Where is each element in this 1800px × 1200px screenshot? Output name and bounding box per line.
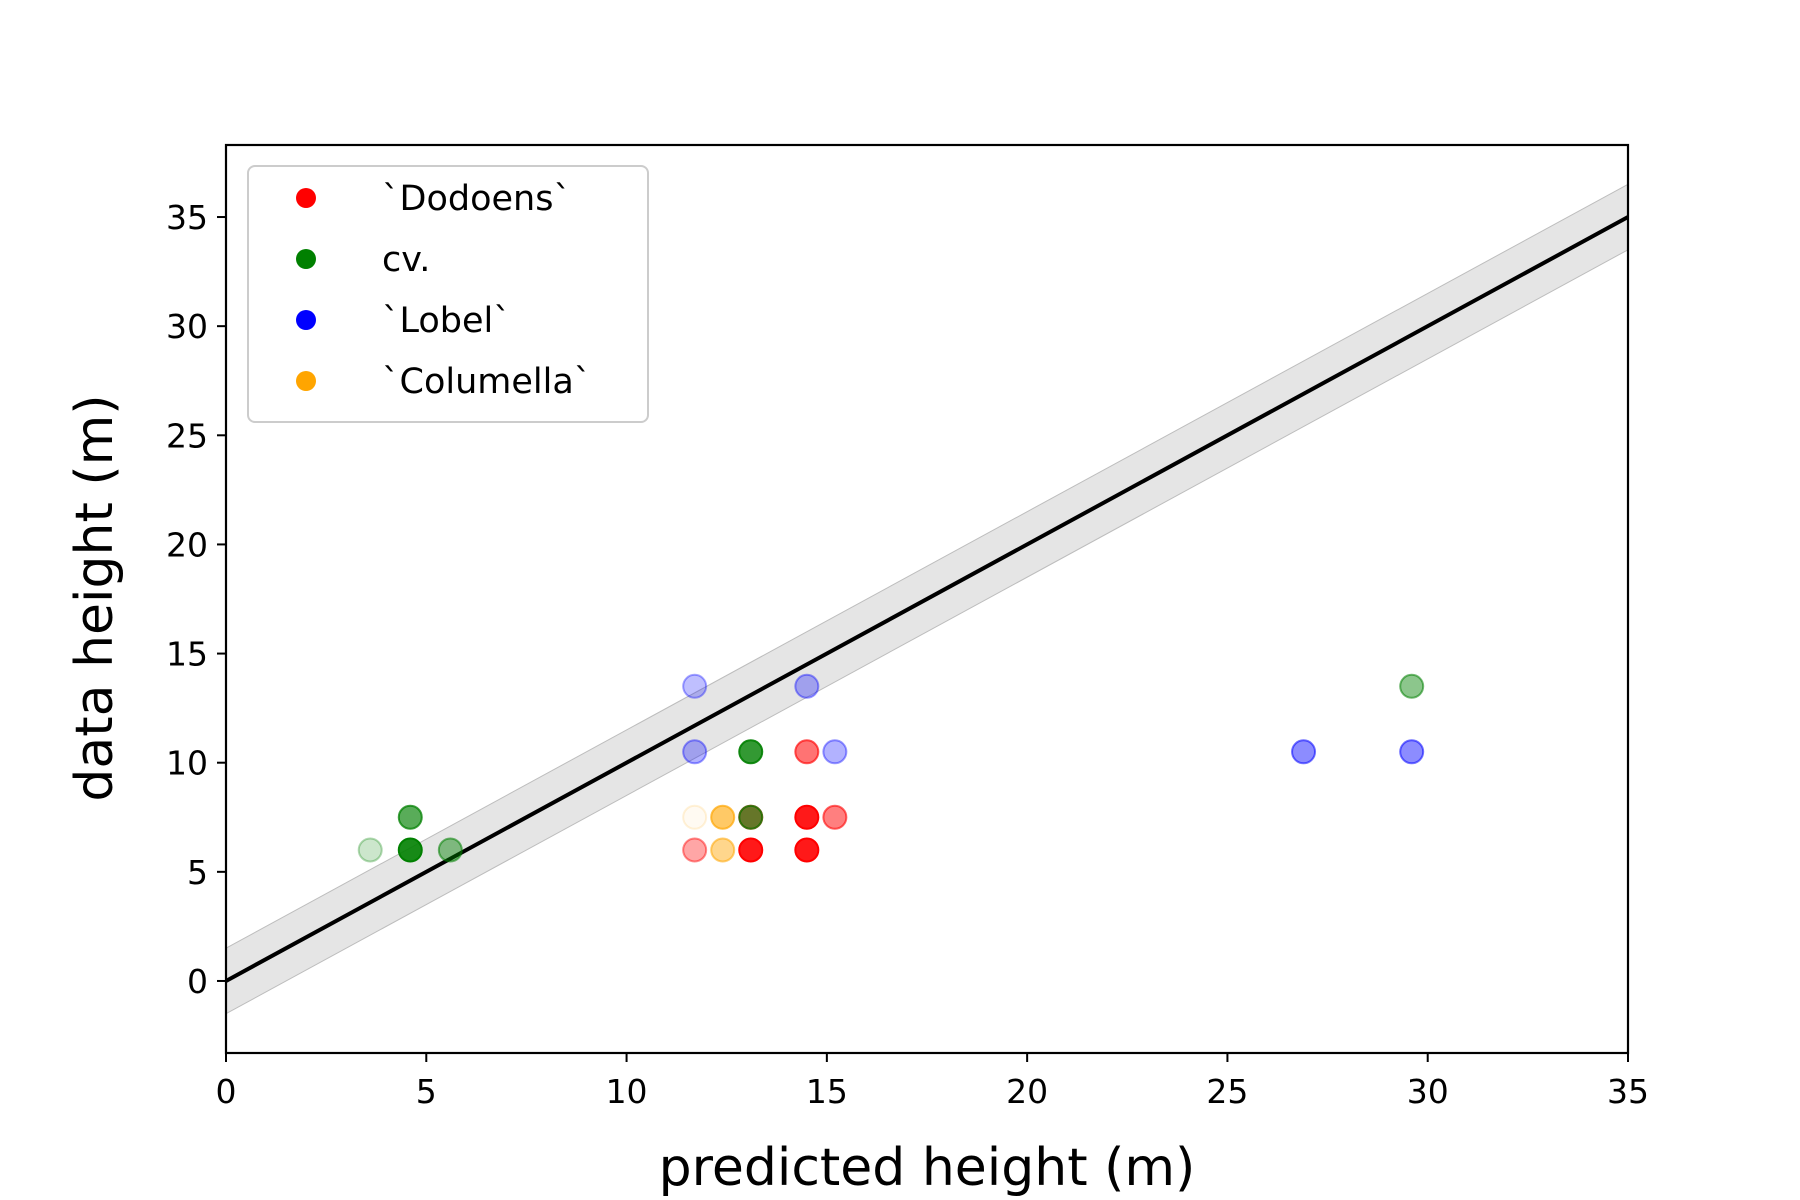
legend-label: cv. (382, 240, 430, 280)
data-point (738, 804, 764, 830)
series-2 (682, 673, 1425, 765)
y-tick-label: 30 (166, 307, 208, 346)
legend-marker (296, 188, 316, 208)
data-point (738, 837, 764, 863)
series-3 (682, 804, 736, 863)
legend-label: `Columella` (382, 362, 591, 402)
data-point (682, 804, 708, 830)
data-point (822, 739, 848, 765)
data-point (397, 837, 423, 863)
plot-area (226, 183, 1628, 1015)
legend-frame (247, 165, 649, 423)
x-tick-label: 30 (1407, 1072, 1449, 1111)
x-tick-label: 10 (606, 1072, 648, 1111)
data-point (710, 837, 736, 863)
legend-marker (296, 371, 316, 391)
data-point (738, 739, 764, 765)
data-point (794, 739, 820, 765)
x-tick-label: 20 (1006, 1072, 1048, 1111)
y-axis-label: data height (m) (65, 394, 125, 801)
legend-label: `Lobel` (382, 301, 511, 341)
series-0 (682, 739, 848, 863)
data-point (1399, 673, 1425, 699)
y-tick-label: 10 (166, 744, 208, 783)
series-1 (357, 673, 1425, 863)
y-tick-label: 0 (187, 962, 208, 1001)
data-point (437, 837, 463, 863)
x-tick-label: 35 (1607, 1072, 1649, 1111)
y-tick-label: 35 (166, 198, 208, 237)
x-tick-label: 25 (1206, 1072, 1248, 1111)
x-axis-ticks: 0 5 10 15 20 25 30 35 (216, 1053, 1649, 1111)
y-tick-label: 15 (166, 635, 208, 674)
x-tick-label: 0 (216, 1072, 237, 1111)
legend-marker (296, 310, 316, 330)
data-point (682, 739, 708, 765)
y-tick-label: 25 (166, 416, 208, 455)
x-axis-label: predicted height (m) (659, 1138, 1196, 1198)
y-tick-label: 5 (187, 853, 208, 892)
axes-frame (224, 143, 1630, 1055)
x-tick-label: 5 (416, 1072, 437, 1111)
legend: `Dodoens` cv. `Lobel` `Columella` (247, 165, 649, 423)
plot-content (226, 183, 1628, 1015)
data-point (682, 837, 708, 863)
data-point (794, 837, 820, 863)
y-tick-label: 20 (166, 525, 208, 564)
data-point (710, 804, 736, 830)
data-point (682, 673, 708, 699)
data-point (357, 837, 383, 863)
x-tick-label: 15 (806, 1072, 848, 1111)
data-point (822, 804, 848, 830)
axes: 0 5 10 15 20 25 30 35 0 5 10 15 20 25 30 35 predicted … (65, 143, 1649, 1198)
legend-label: `Dodoens` (382, 179, 571, 219)
data-point (794, 804, 820, 830)
data-point (397, 804, 423, 830)
legend-marker (296, 249, 316, 269)
data-point (1399, 739, 1425, 765)
reference-line (226, 215, 1628, 983)
y-axis-ticks: 0 5 10 15 20 25 30 35 (166, 198, 226, 1001)
data-point (794, 673, 820, 699)
data-point (1291, 739, 1317, 765)
